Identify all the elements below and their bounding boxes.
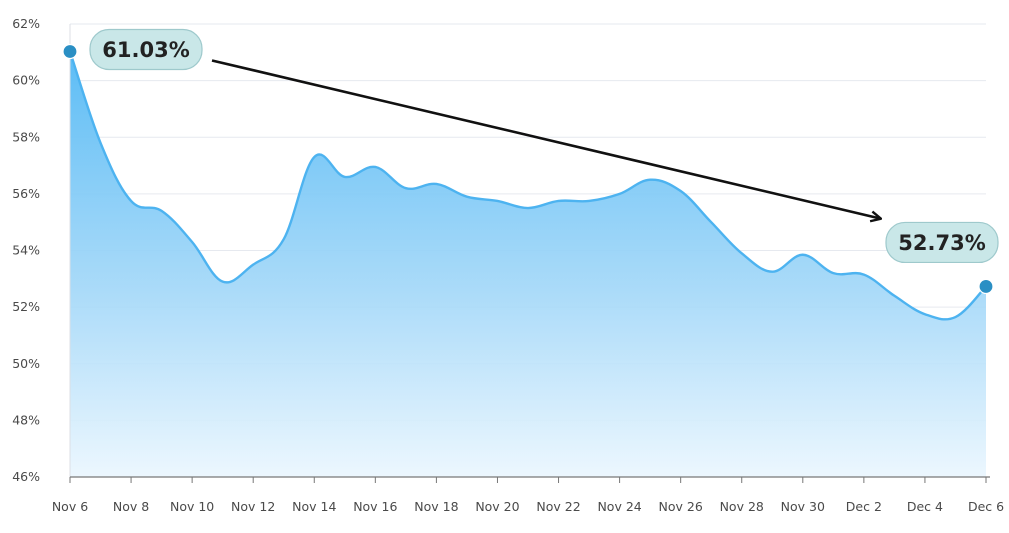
marker-layer [62,43,994,295]
series-area-fill [70,51,986,478]
y-tick-label: 58% [12,129,40,144]
series-line [68,51,987,321]
trend-arrow [211,59,880,218]
x-tick-label: Nov 20 [475,499,519,514]
value-callout-box [89,28,203,71]
y-tick-label: 56% [12,186,40,201]
axis-layer: 46% 48% 50% 52% 54% 56% 58% 60% 62% Nov 6 Nov 8 Nov… [12,16,1004,514]
x-tick-label: Nov 6 [52,499,88,514]
x-tick-label: Nov 18 [414,499,458,514]
y-tick-label: 62% [12,16,40,31]
endpoint-marker [62,43,78,60]
endpoint-marker [978,278,994,295]
x-tick-label: Nov 28 [720,499,764,514]
x-tick-label: Nov 26 [659,499,703,514]
x-tick-label: Nov 14 [292,499,336,514]
area-layer [68,51,987,478]
x-tick-label: Nov 30 [781,499,825,514]
y-tick-label: 48% [12,412,40,427]
x-tick-label: Nov 8 [113,499,149,514]
x-tick-label: Nov 12 [231,499,275,514]
value-callout-box [885,221,999,264]
x-tick-label: Nov 22 [536,499,580,514]
annotation-layer: 61.03% 52.73% [89,28,999,264]
y-tick-label: 54% [12,243,40,258]
value-callout-label: 61.03% [102,38,189,62]
x-tick-label: Nov 10 [170,499,214,514]
y-tick-label: 46% [12,469,40,484]
value-callout-label: 52.73% [898,231,985,255]
x-tick-label: Nov 24 [597,499,641,514]
y-tick-label: 60% [12,73,40,88]
x-tick-label: Nov 16 [353,499,397,514]
x-tick-label: Dec 6 [968,499,1004,514]
x-tick-label: Dec 4 [907,499,943,514]
x-tick-label: Dec 2 [846,499,882,514]
y-tick-label: 52% [12,299,40,314]
y-tick-label: 50% [12,356,40,371]
